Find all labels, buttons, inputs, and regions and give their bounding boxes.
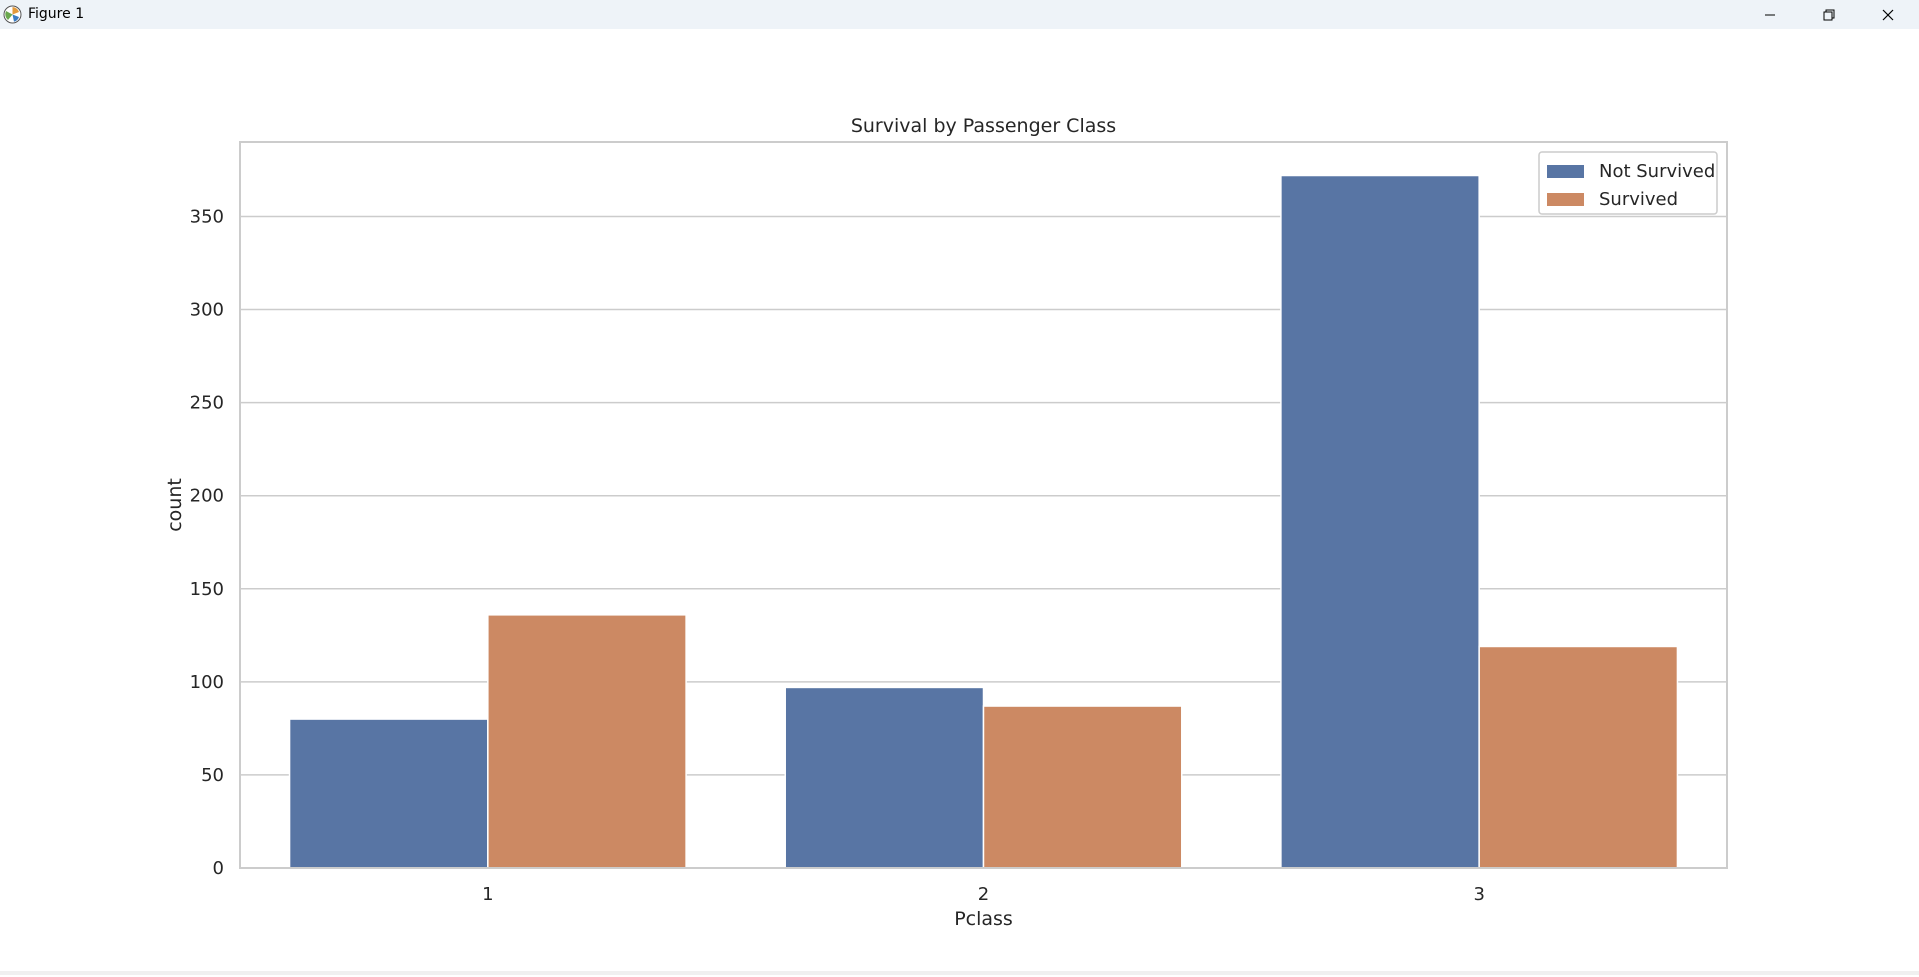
- bar-not-survived-pclass-1[interactable]: [288, 718, 489, 869]
- bar-not-survived-pclass-3[interactable]: [1280, 174, 1480, 869]
- x-tick-label: 3: [1473, 884, 1484, 905]
- window-title: Figure 1: [28, 6, 85, 22]
- restore-icon: [1823, 9, 1835, 20]
- y-tick-label: 0: [213, 858, 224, 879]
- x-tick-label: 2: [978, 884, 989, 905]
- bar-survived-pclass-3[interactable]: [1478, 645, 1679, 869]
- legend-swatch-survived: [1547, 193, 1584, 206]
- y-tick-label: 150: [190, 579, 224, 600]
- chart-title: Survival by Passenger Class: [851, 115, 1116, 137]
- y-tick-label: 100: [190, 672, 224, 693]
- x-tick-label: 1: [482, 884, 493, 905]
- bar-chart: 0 50 100 150 200 250 300 350 1 2 3 Survival by Pass…: [164, 115, 1728, 930]
- close-button[interactable]: [1860, 0, 1916, 29]
- y-tick-label: 50: [201, 765, 224, 786]
- bar-survived-pclass-2[interactable]: [982, 705, 1183, 869]
- y-axis-label: count: [164, 478, 186, 532]
- figure-canvas: 0 50 100 150 200 250 300 350 1 2 3 Survival by Pass…: [0, 29, 1919, 973]
- window-titlebar: Figure 1: [0, 0, 1919, 29]
- y-tick-label: 250: [190, 393, 224, 414]
- legend-label: Not Survived: [1599, 161, 1715, 182]
- bar-not-survived-pclass-2[interactable]: [784, 686, 985, 869]
- matplotlib-figure-icon: [3, 5, 22, 24]
- axes-frame: [239, 141, 1728, 869]
- restore-button[interactable]: [1801, 0, 1857, 29]
- x-axis-label: Pclass: [954, 908, 1013, 930]
- y-tick-label: 200: [190, 486, 224, 507]
- window-bottom-edge: [0, 971, 1919, 975]
- minimize-icon: [1765, 14, 1775, 15]
- y-tick-label: 300: [190, 300, 224, 321]
- legend-label: Survived: [1599, 189, 1678, 210]
- y-tick-label: 350: [190, 206, 224, 227]
- close-icon: [1882, 9, 1894, 20]
- minimize-button[interactable]: [1742, 0, 1798, 29]
- bar-survived-pclass-1[interactable]: [487, 614, 687, 869]
- legend-swatch-not-survived: [1547, 165, 1584, 178]
